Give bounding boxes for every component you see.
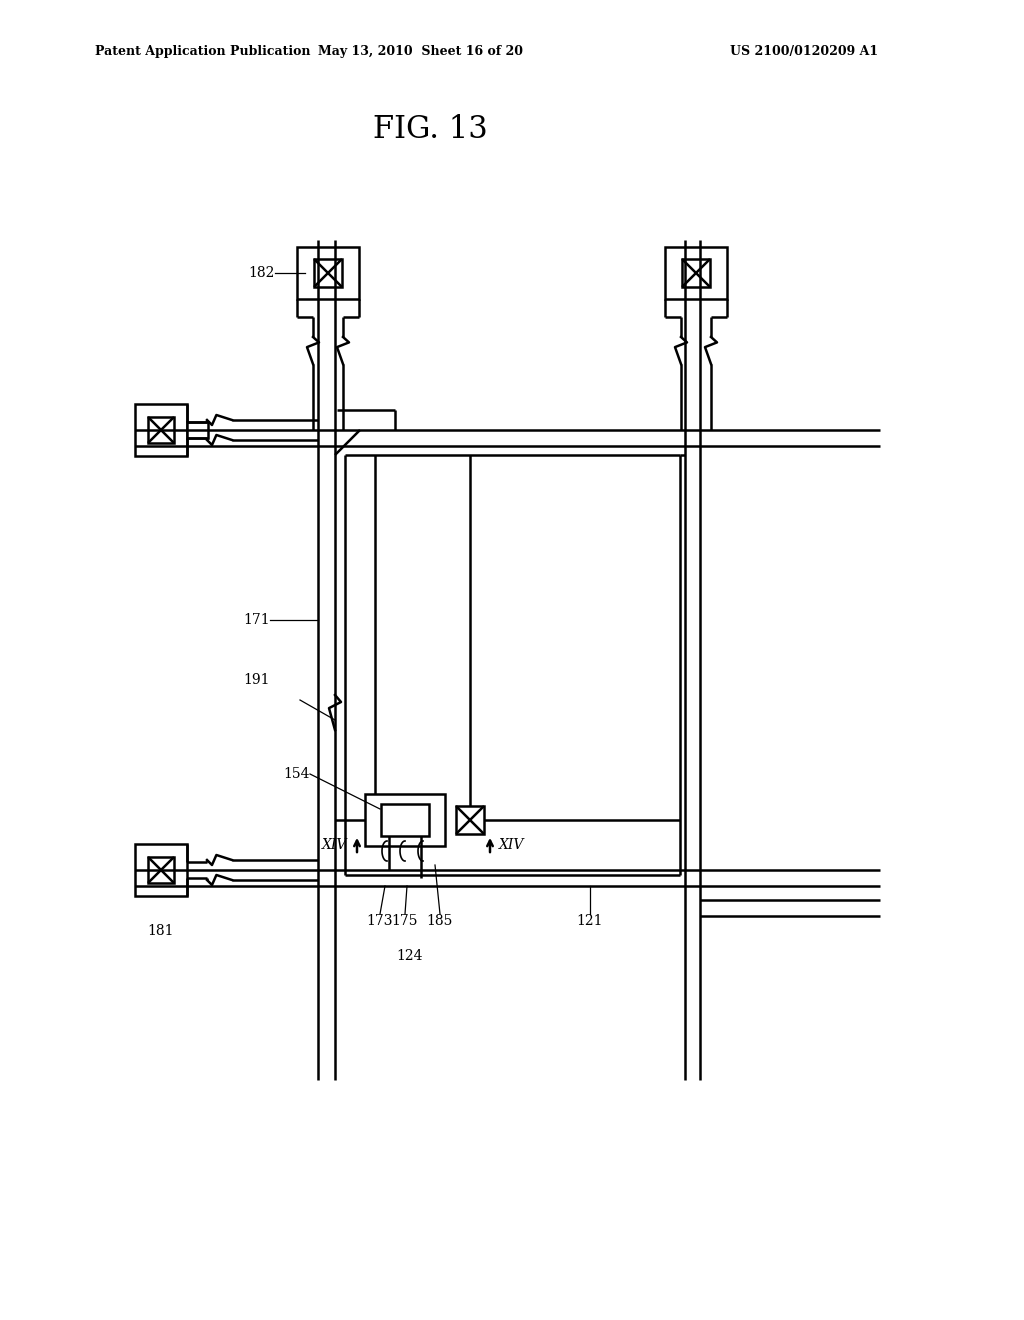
- Text: Patent Application Publication: Patent Application Publication: [95, 45, 310, 58]
- Bar: [187, 422, 208, 438]
- Bar: [314, 259, 342, 286]
- Bar: [365, 795, 445, 846]
- Text: XIV: XIV: [323, 838, 348, 851]
- Text: 173: 173: [367, 913, 393, 928]
- Bar: [148, 417, 174, 444]
- Bar: [665, 247, 727, 300]
- Text: 175: 175: [392, 913, 418, 928]
- Text: 191: 191: [244, 673, 270, 686]
- Text: 171: 171: [244, 612, 270, 627]
- Text: 121: 121: [577, 913, 603, 928]
- Bar: [381, 804, 429, 836]
- Bar: [148, 857, 174, 883]
- Bar: [682, 259, 710, 286]
- Text: 154: 154: [284, 767, 310, 781]
- Bar: [135, 843, 187, 896]
- Text: 124: 124: [396, 949, 423, 964]
- Text: FIG. 13: FIG. 13: [373, 115, 487, 145]
- Text: 185: 185: [427, 913, 454, 928]
- Bar: [456, 807, 484, 834]
- Text: May 13, 2010  Sheet 16 of 20: May 13, 2010 Sheet 16 of 20: [317, 45, 522, 58]
- Text: 182: 182: [249, 267, 275, 280]
- Bar: [297, 247, 359, 300]
- Text: XIV: XIV: [500, 838, 524, 851]
- Bar: [135, 404, 187, 455]
- Text: 181: 181: [147, 924, 174, 939]
- Text: US 2100/0120209 A1: US 2100/0120209 A1: [730, 45, 879, 58]
